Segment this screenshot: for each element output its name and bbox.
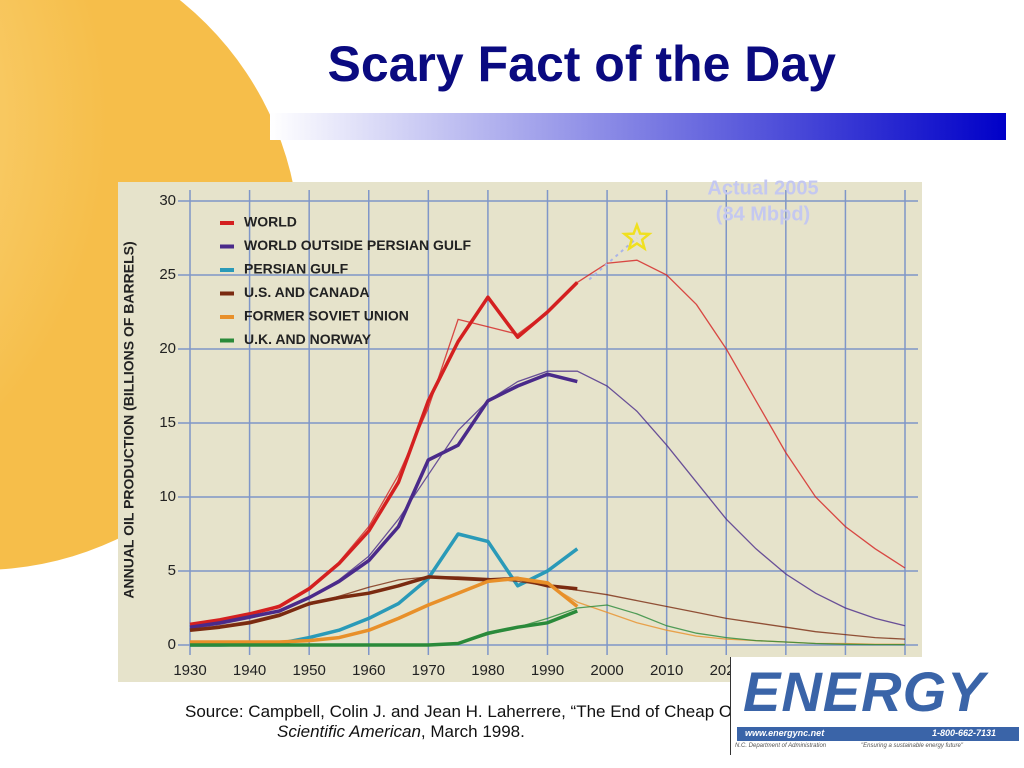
logo-bar: www.energync.net 1-800-662-7131 — [737, 727, 1019, 741]
x-tick-label: 1950 — [292, 662, 325, 679]
x-tick-label: 1980 — [471, 662, 504, 679]
y-tick-label: 30 — [159, 192, 176, 209]
legend-label: PERSIAN GULF — [244, 261, 349, 277]
source-date: , March 1998. — [420, 722, 525, 741]
annotation-text: (84 Mbpd) — [716, 203, 810, 225]
source-line: Scientific American, March 1998. — [185, 722, 750, 742]
y-tick-label: 10 — [159, 488, 176, 505]
slide-title: Scary Fact of the Day — [327, 36, 836, 92]
annotation-text: Actual 2005 — [707, 177, 818, 199]
x-tick-label: 1930 — [173, 662, 206, 679]
series-line — [190, 609, 578, 647]
annotation-star — [621, 221, 653, 252]
source: Source: Campbell, Colin J. and Jean H. L… — [185, 702, 750, 742]
y-tick-label: 5 — [168, 562, 176, 579]
logo-name: ENERGY — [743, 660, 986, 723]
y-tick-label: 0 — [168, 636, 176, 653]
source-line: Source: Campbell, Colin J. and Jean H. L… — [185, 702, 751, 721]
legend-label: U.S. AND CANADA — [244, 284, 369, 300]
journal: Scientific American — [277, 722, 421, 741]
x-tick-label: 1940 — [233, 662, 266, 679]
legend-label: U.K. AND NORWAY — [244, 331, 372, 347]
x-tick-label: 2010 — [650, 662, 683, 679]
y-tick-label: 25 — [159, 266, 176, 283]
trend-line — [457, 604, 906, 646]
logo-motto: "Ensuring a sustainable energy future" — [861, 743, 963, 749]
logo-url: www.energync.net — [745, 728, 825, 738]
logo-dept: N.C. Department of Administration — [735, 743, 827, 749]
series-line — [189, 281, 579, 627]
series-line — [189, 372, 578, 629]
legend-label: FORMER SOVIET UNION — [244, 308, 409, 324]
x-tick-label: 1990 — [531, 662, 564, 679]
logo: ENERGY www.energync.net 1-800-662-7131 N… — [730, 657, 1024, 755]
y-tick-label: 20 — [159, 340, 176, 357]
y-axis-label: ANNUAL OIL PRODUCTION (BILLIONS OF BARRE… — [121, 241, 137, 598]
legend-label: WORLD OUTSIDE PERSIAN GULF — [244, 237, 472, 253]
x-tick-label: 1970 — [412, 662, 445, 679]
x-tick-label: 2000 — [590, 662, 623, 679]
decor-band — [270, 113, 1006, 140]
chart-bg — [118, 182, 922, 682]
legend-label: WORLD — [244, 214, 297, 230]
y-tick-label: 15 — [159, 414, 176, 431]
series-line — [190, 576, 579, 644]
logo-phone: 1-800-662-7131 — [932, 728, 997, 738]
x-tick-label: 1960 — [352, 662, 385, 679]
